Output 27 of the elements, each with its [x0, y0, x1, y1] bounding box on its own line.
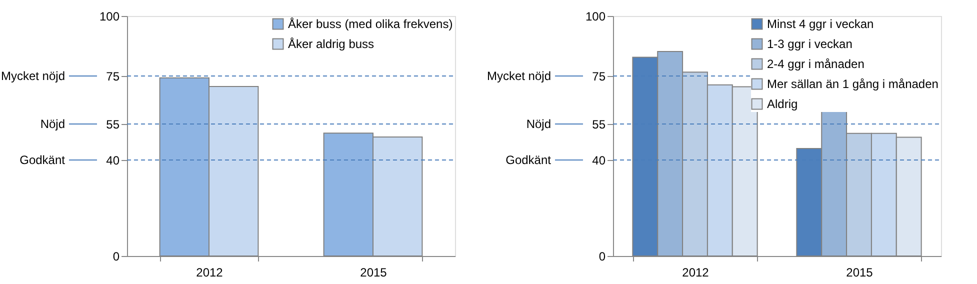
x-tick-label: 2012: [196, 266, 224, 280]
x-tick-label: 2015: [846, 266, 874, 280]
legend-label: Aldrig: [767, 97, 798, 111]
y-tick-label: 40: [592, 154, 606, 168]
legend-label: Åker aldrig buss: [288, 37, 374, 51]
ref-line-label: Nöjd: [40, 117, 65, 131]
x-tick-label: 2012: [682, 266, 710, 280]
ref-line-label: Godkänt: [506, 153, 552, 167]
y-tick-label: 55: [592, 118, 606, 132]
legend-label: Mer sällan än 1 gång i månaden: [767, 77, 938, 91]
y-tick-label: 55: [106, 118, 120, 132]
y-tick-label: 0: [112, 250, 120, 264]
ref-line-label: Mycket nöjd: [486, 69, 551, 83]
x-tick-label: 2015: [360, 266, 388, 280]
legend-label: 1-3 ggr i veckan: [767, 37, 852, 51]
y-tick-label: 75: [592, 70, 606, 84]
y-tick-label: 100: [99, 10, 120, 24]
legend-label: Åker buss (med olika frekvens): [288, 17, 453, 31]
ref-line-label: Godkänt: [20, 153, 66, 167]
y-tick-label: 0: [598, 250, 606, 264]
ref-line-label: Mycket nöjd: [0, 69, 65, 83]
ref-line-label: Nöjd: [526, 117, 551, 131]
y-tick-label: 100: [585, 10, 606, 24]
y-tick-label: 75: [106, 70, 120, 84]
legend-label: Minst 4 ggr i veckan: [767, 17, 874, 31]
legend-label: 2-4 ggr i månaden: [767, 57, 864, 71]
y-tick-label: 40: [106, 154, 120, 168]
